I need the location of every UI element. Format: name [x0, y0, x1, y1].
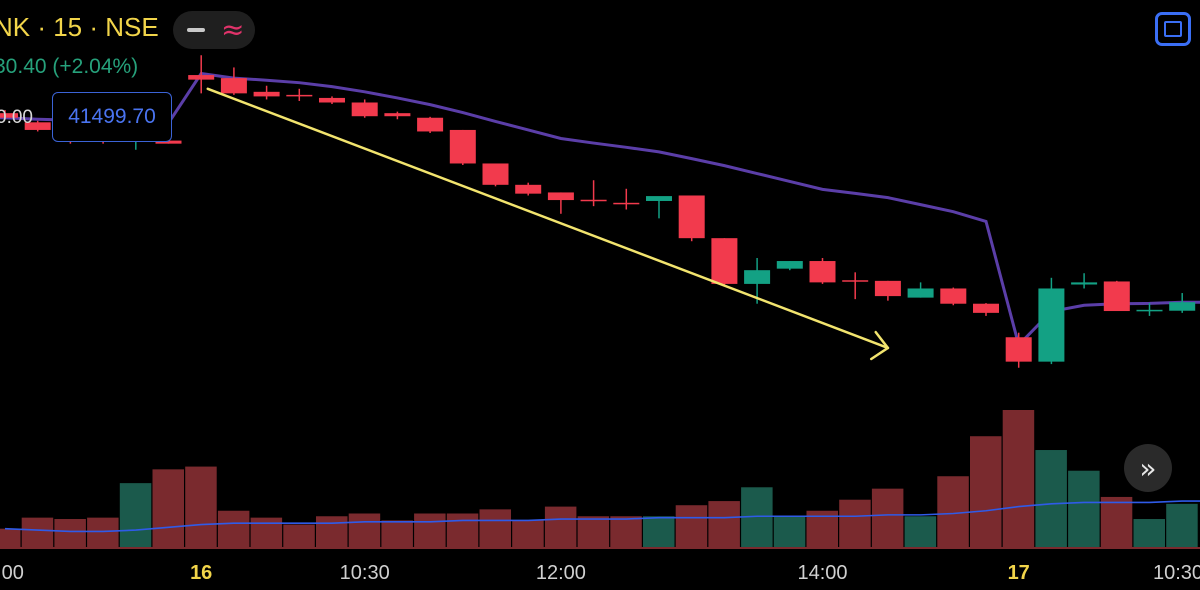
volume-bar	[152, 469, 184, 548]
wave-style-icon[interactable]: ≈	[221, 13, 245, 46]
candle-body	[744, 270, 771, 284]
candle-body	[384, 113, 411, 117]
volume-bar	[21, 517, 54, 548]
candle-body	[973, 303, 999, 313]
candle-body	[1169, 302, 1196, 311]
volume-bar	[839, 499, 871, 548]
volume-bar	[577, 516, 610, 548]
arrow-head	[869, 346, 890, 361]
volume-bar	[348, 513, 381, 548]
volume-bar	[1035, 450, 1067, 548]
candle-body	[776, 261, 803, 269]
candle-body	[613, 202, 640, 205]
volume-bar	[1002, 410, 1035, 548]
volume-bar	[87, 517, 119, 548]
volume-bar	[381, 520, 413, 548]
volume-bar	[0, 528, 21, 548]
price-change: 30.40 (+2.04%)	[0, 55, 139, 78]
candle-body	[482, 163, 509, 185]
volume-bar	[741, 487, 773, 548]
price-label: 0.00	[0, 107, 33, 128]
candle-body	[678, 195, 705, 239]
candle-body	[646, 196, 672, 201]
candle-body	[809, 261, 836, 283]
volume-bar	[250, 517, 283, 548]
candle-body	[1038, 288, 1065, 362]
candle-body	[580, 199, 607, 202]
candle-body	[1136, 309, 1163, 312]
candle-body	[319, 97, 345, 103]
candle-body	[547, 192, 574, 201]
volume-bar	[708, 501, 740, 548]
upper-band-line	[0, 71, 1200, 348]
volume-bar	[512, 520, 544, 548]
candle-body	[1071, 282, 1098, 285]
candle-body	[515, 184, 542, 194]
volume-ma-line	[4, 500, 1200, 533]
volume-bar	[414, 513, 446, 548]
volume-bar	[1068, 470, 1100, 548]
candle-body	[220, 78, 247, 94]
candle-body	[449, 129, 476, 164]
volume-bar	[643, 516, 675, 548]
candle-body	[711, 238, 738, 284]
band-line	[0, 71, 1200, 348]
line-style-icon[interactable]	[187, 28, 205, 32]
volume-bar	[54, 519, 86, 548]
x-tick-label: 17	[1007, 562, 1030, 584]
volume-bar	[904, 516, 937, 548]
candle-body	[286, 94, 313, 97]
volume-bar	[185, 466, 217, 548]
volume-bar	[479, 509, 511, 548]
scroll-right-icon[interactable]: »	[1124, 444, 1172, 492]
candle-body	[940, 288, 967, 304]
arrow-shaft	[206, 87, 890, 350]
candle-body	[253, 91, 280, 97]
fullscreen-icon[interactable]	[1155, 12, 1191, 46]
candle-body	[417, 117, 444, 132]
x-tick-label: 16	[190, 562, 213, 584]
candles	[0, 55, 1196, 368]
volume-bar	[446, 513, 479, 548]
candle-body	[351, 102, 378, 117]
volume-bar	[283, 524, 315, 548]
candle-body	[0, 113, 18, 118]
x-tick-label: 10:30	[339, 562, 390, 584]
volume-bars	[0, 410, 1200, 549]
candle-body	[874, 280, 901, 297]
volume-bar	[119, 483, 152, 548]
trend-arrow	[206, 87, 890, 361]
volume-bar	[217, 510, 250, 548]
candle-body	[155, 140, 182, 144]
volume-bar	[675, 505, 708, 548]
x-tick-label: 14:00	[797, 562, 848, 584]
candle-body	[1103, 281, 1130, 312]
volume-bar	[544, 506, 577, 548]
volume-bar	[316, 516, 348, 548]
fullscreen-icon-inner	[1164, 21, 1182, 37]
volume-bar	[871, 488, 904, 548]
volume-bar	[773, 516, 806, 548]
candle-body	[1005, 337, 1032, 362]
x-tick-label: 12:00	[535, 562, 586, 584]
volume-bar	[1166, 503, 1198, 548]
x-tick-label: 10:30	[1152, 562, 1200, 584]
candle-body	[907, 288, 934, 298]
candle-body	[188, 75, 215, 80]
candle-body	[842, 280, 869, 282]
volume-bar	[970, 436, 1002, 548]
volume-bar	[610, 516, 642, 548]
volume-bar	[1133, 519, 1165, 548]
x-tick-label: :00	[0, 562, 24, 584]
volume-moving-average	[4, 500, 1200, 533]
candle-body	[24, 122, 51, 130]
volume-bar	[1100, 496, 1133, 548]
chart-style-toggle[interactable]: ≈	[173, 11, 255, 49]
price-input-box[interactable]: 41499.70	[52, 92, 172, 142]
arrow-head	[874, 330, 890, 350]
symbol-title: NK · 15 · NSE	[0, 12, 159, 42]
